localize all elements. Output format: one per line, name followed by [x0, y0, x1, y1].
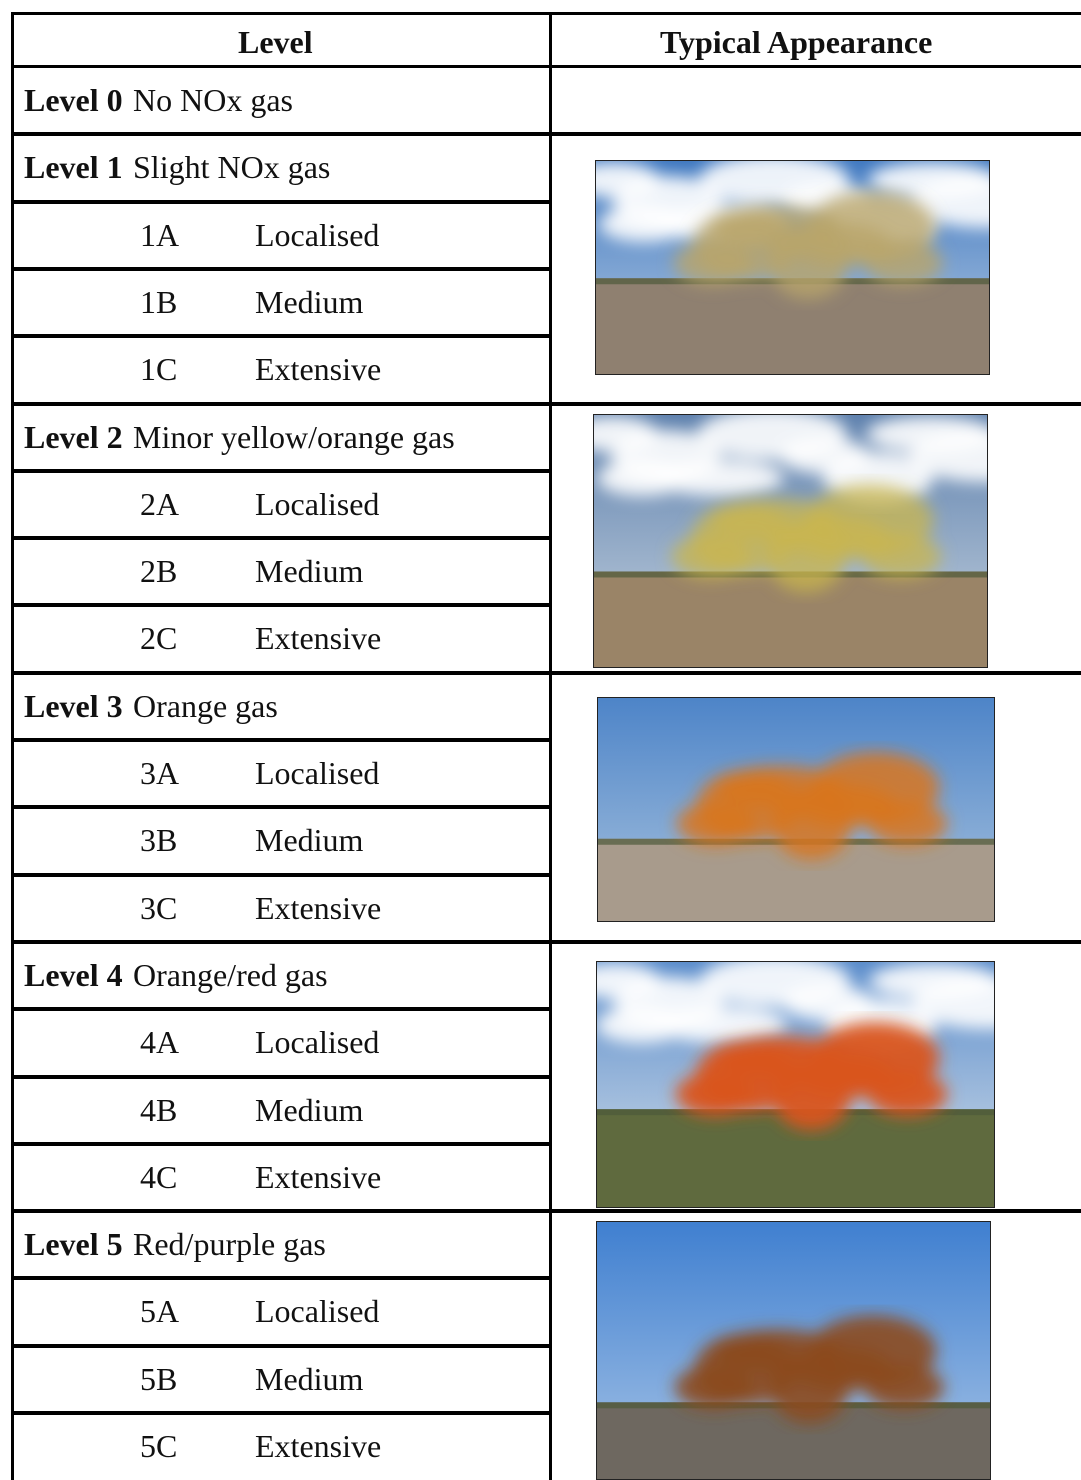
level-code: Level 4 [24, 959, 123, 991]
table-border [12, 1411, 550, 1415]
table-border [12, 1276, 550, 1280]
sublevel-extent: Extensive [255, 892, 381, 924]
sublevel-extent: Medium [255, 1094, 363, 1126]
sublevel-extent: Extensive [255, 622, 381, 654]
gas-photo [597, 697, 995, 922]
table-border [12, 536, 550, 540]
sublevel-code: 4C [140, 1161, 177, 1193]
sublevel-code: 1A [140, 219, 179, 251]
level-code: Level 0 [24, 84, 123, 116]
table-border [12, 1007, 550, 1011]
sublevel-code: 2C [140, 622, 177, 654]
sublevel-code: 5C [140, 1430, 177, 1462]
sublevel-extent: Localised [255, 757, 379, 789]
table-border [12, 132, 1081, 136]
table-border [12, 671, 1081, 675]
sublevel-code: 2B [140, 555, 177, 587]
table-border [12, 805, 550, 809]
level-description: No NOx gas [133, 84, 293, 116]
table-border [12, 940, 1081, 944]
sublevel-extent: Extensive [255, 1430, 381, 1462]
gas-photo [593, 414, 988, 668]
table-border [12, 65, 1081, 68]
header-level: Level [238, 26, 313, 58]
sublevel-extent: Extensive [255, 353, 381, 385]
sublevel-extent: Medium [255, 555, 363, 587]
table-border [12, 1075, 550, 1079]
sublevel-code: 5A [140, 1295, 179, 1327]
sublevel-code: 3C [140, 892, 177, 924]
table-border [12, 1209, 1081, 1213]
level-code: Level 1 [24, 151, 123, 183]
gas-photo [596, 961, 995, 1208]
table-border [11, 12, 14, 1480]
level-code: Level 2 [24, 421, 123, 453]
table-border [12, 1344, 550, 1348]
table-border [12, 200, 550, 204]
table-border [12, 738, 550, 742]
level-description: Red/purple gas [133, 1228, 326, 1260]
level-description: Orange/red gas [133, 959, 328, 991]
sublevel-code: 3A [140, 757, 179, 789]
sublevel-extent: Localised [255, 1295, 379, 1327]
table-border [12, 334, 550, 338]
sublevel-extent: Extensive [255, 1161, 381, 1193]
header-appearance: Typical Appearance [660, 26, 932, 58]
sublevel-code: 1C [140, 353, 177, 385]
level-description: Minor yellow/orange gas [133, 421, 455, 453]
level-description: Orange gas [133, 690, 278, 722]
table-border [12, 469, 550, 473]
table-border [12, 873, 550, 877]
table-border [12, 1142, 550, 1146]
sublevel-code: 5B [140, 1363, 177, 1395]
sublevel-code: 3B [140, 824, 177, 856]
table-border [12, 402, 1081, 406]
level-code: Level 5 [24, 1228, 123, 1260]
sublevel-extent: Medium [255, 824, 363, 856]
sublevel-code: 1B [140, 286, 177, 318]
sublevel-extent: Medium [255, 1363, 363, 1395]
level-code: Level 3 [24, 690, 123, 722]
table-page: Level Typical Appearance Level 0 No NOx g… [0, 0, 1081, 1480]
gas-photo [595, 160, 990, 375]
gas-photo [596, 1221, 991, 1480]
sublevel-code: 2A [140, 488, 179, 520]
table-border [549, 12, 552, 1480]
level-description: Slight NOx gas [133, 151, 330, 183]
sublevel-code: 4B [140, 1094, 177, 1126]
sublevel-extent: Localised [255, 488, 379, 520]
sublevel-extent: Localised [255, 1026, 379, 1058]
sublevel-code: 4A [140, 1026, 179, 1058]
table-border [12, 267, 550, 271]
sublevel-extent: Medium [255, 286, 363, 318]
sublevel-extent: Localised [255, 219, 379, 251]
table-border [12, 12, 1081, 15]
table-border [12, 603, 550, 607]
